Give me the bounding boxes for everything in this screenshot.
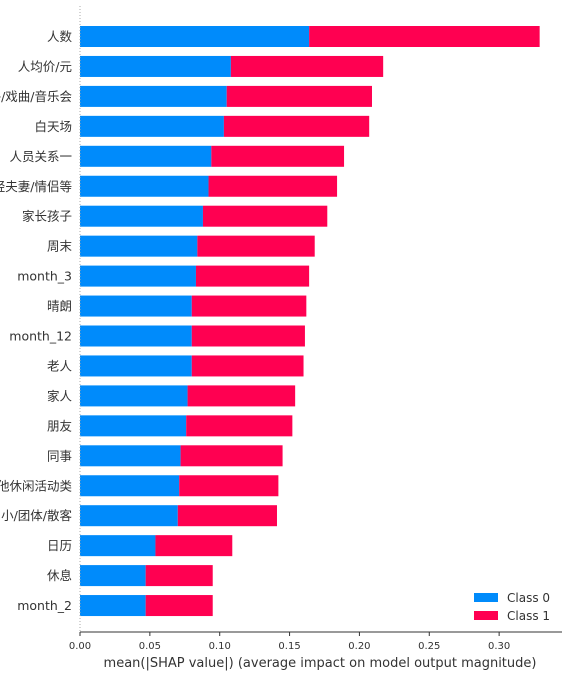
category-label: 白天场 [34, 119, 72, 134]
bar-class0-18 [80, 565, 146, 587]
bar-class1-1 [230, 55, 384, 77]
x-tick-label: 0.00 [69, 641, 91, 652]
bar-class0-3 [80, 115, 224, 137]
bar-class0-0 [80, 26, 310, 47]
category-label: 室外/戏曲/音乐会 [0, 89, 72, 104]
legend-swatch-class1 [474, 611, 498, 620]
bar-class1-13 [186, 415, 293, 437]
bar-class1-4 [211, 145, 345, 167]
bar-class0-9 [80, 295, 192, 317]
bar-class0-13 [80, 415, 187, 437]
category-label: 晴朗 [47, 299, 72, 314]
bars-layer [80, 26, 540, 617]
legend-label: Class 0 [507, 591, 550, 605]
bar-class0-19 [80, 595, 146, 617]
x-tick-label: 0.25 [418, 641, 440, 652]
category-label: 日历 [47, 538, 72, 553]
category-label: month_2 [17, 598, 72, 613]
bar-class0-6 [80, 205, 203, 227]
bar-class0-10 [80, 325, 192, 347]
bar-class0-15 [80, 475, 180, 497]
bar-class1-9 [191, 295, 307, 317]
bar-class1-19 [145, 595, 213, 617]
bar-class1-11 [191, 355, 304, 377]
bar-class0-14 [80, 445, 181, 467]
category-label: 人均价/元 [18, 59, 72, 74]
bar-class0-5 [80, 175, 209, 197]
category-label: 年轻夫妻/情侣等 [0, 179, 72, 194]
bar-class0-11 [80, 355, 192, 377]
x-tick-label: 0.20 [348, 641, 370, 652]
bar-class1-12 [187, 385, 296, 407]
bar-class1-8 [195, 265, 310, 287]
bar-class1-18 [145, 565, 213, 587]
x-tick-label: 0.30 [488, 641, 510, 652]
category-label: 朋友 [47, 418, 72, 433]
bar-class0-16 [80, 505, 178, 527]
category-label: 人数 [47, 29, 73, 44]
bar-class1-15 [179, 475, 279, 497]
bar-class1-14 [180, 445, 283, 467]
bar-class0-2 [80, 85, 227, 107]
x-tick-label: 0.15 [278, 641, 300, 652]
x-tick-label: 0.10 [209, 641, 231, 652]
bar-class0-12 [80, 385, 188, 407]
bar-class1-10 [191, 325, 305, 347]
bar-class1-3 [223, 115, 370, 137]
bar-class1-2 [226, 85, 372, 107]
category-label: 周末 [47, 239, 73, 254]
category-label: 家长孩子 [22, 209, 72, 224]
category-label: 家人 [47, 388, 73, 403]
axes-layer [79, 6, 562, 636]
legend-label: Class 1 [507, 609, 550, 623]
category-label: 老人 [47, 358, 73, 373]
bar-class0-17 [80, 535, 156, 557]
legend-swatch-class0 [474, 593, 498, 602]
bar-class1-5 [208, 175, 338, 197]
bar-class0-7 [80, 235, 198, 257]
bar-class0-1 [80, 55, 231, 77]
category-label: 同事 [47, 448, 72, 463]
category-label: 休息 [47, 568, 72, 583]
bar-class1-16 [177, 505, 277, 527]
bar-class1-7 [197, 235, 315, 257]
bar-class1-0 [309, 26, 540, 47]
x-tick-label: 0.05 [139, 641, 161, 652]
bar-class0-8 [80, 265, 196, 287]
category-label: month_3 [17, 269, 72, 284]
bar-class0-4 [80, 145, 212, 167]
category-label: 人员关系一 [9, 149, 72, 164]
category-label: 其他休闲活动类 [0, 478, 72, 493]
legend: Class 0 Class 1 [474, 591, 550, 623]
category-label: month_12 [9, 329, 72, 344]
x-axis-title: mean(|SHAP value|) (average impact on mo… [104, 656, 537, 671]
category-label: 小/团体/散客 [1, 508, 72, 523]
bar-class1-6 [202, 205, 328, 227]
bar-class1-17 [155, 535, 233, 557]
